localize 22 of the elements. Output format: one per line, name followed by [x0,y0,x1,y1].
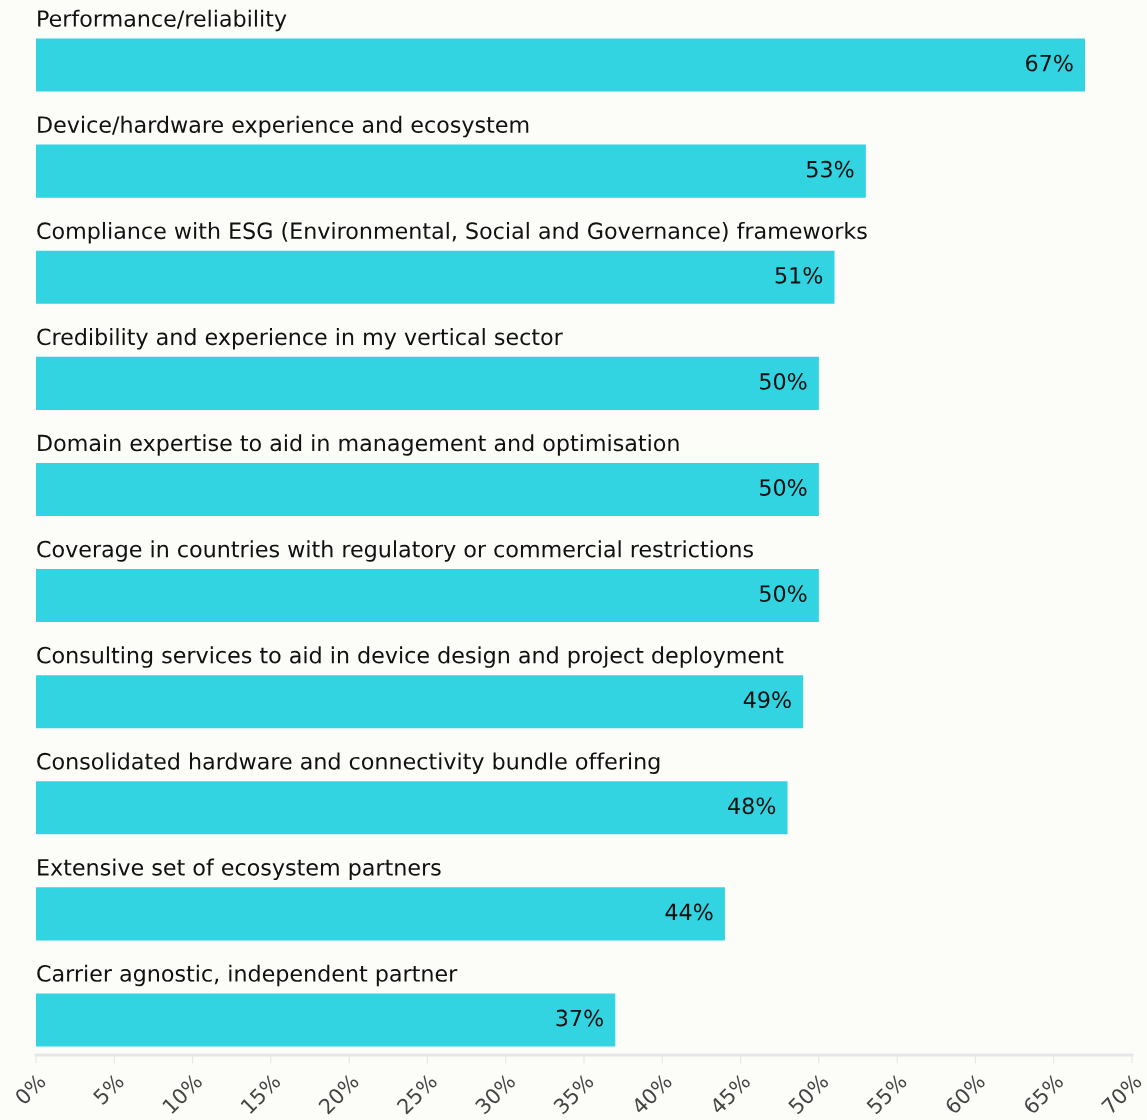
data-label: 48% [728,797,776,815]
y-tick-label: Domain expertise to aid in management and optimisation [38,434,679,456]
y-tick-label: Device/hardware experience and ecosystem [38,115,529,138]
y-tick-label: Consolidated hardware and connectivity bundle offering [37,752,660,774]
data-label: 50% [760,479,807,496]
y-tick-label: Coverage in countries with regulatory or commercial restrictions [37,540,753,562]
data-label: 44% [665,903,713,921]
x-tick-label: 0% [13,1072,47,1106]
y-tick-label: Extensive set of ecosystem partners [38,858,441,881]
data-label: 37% [556,1009,603,1027]
y-tick-label: Consulting services to aid in device design and project deployment [37,646,784,668]
data-label: 49% [743,691,791,709]
data-label: 50% [760,373,807,390]
y-tick-label: Carrier agnostic, independent partner [37,964,458,987]
data-label: 50% [760,585,807,603]
y-tick-label: Compliance with ESG (Environmental, Social and Governance) frameworks [37,221,867,244]
x-tick-label: 5% [92,1072,125,1106]
data-label: 51% [775,266,823,284]
data-label: 53% [807,160,854,178]
y-tick-label: Credibility and experience in my vertical sector [37,328,563,350]
y-tick-label: Performance/reliability [38,9,287,32]
data-label: 67% [1026,54,1073,72]
